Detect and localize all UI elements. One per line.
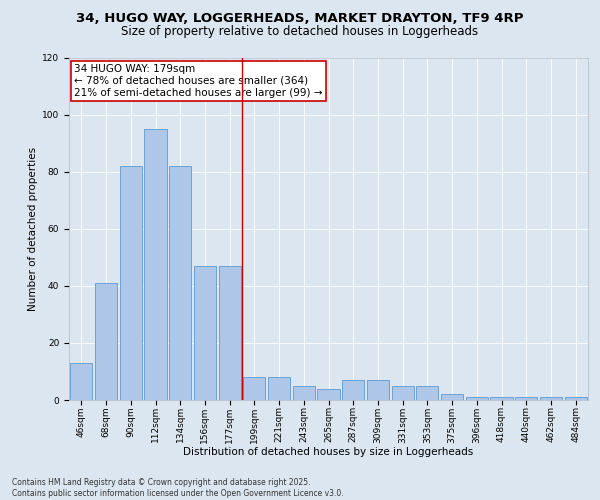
Bar: [218, 266, 241, 400]
Y-axis label: Number of detached properties: Number of detached properties: [28, 146, 38, 311]
Bar: [565, 397, 587, 400]
Bar: [293, 386, 315, 400]
Text: 34 HUGO WAY: 179sqm
← 78% of detached houses are smaller (364)
21% of semi-detac: 34 HUGO WAY: 179sqm ← 78% of detached ho…: [74, 64, 323, 98]
Text: 34, HUGO WAY, LOGGERHEADS, MARKET DRAYTON, TF9 4RP: 34, HUGO WAY, LOGGERHEADS, MARKET DRAYTO…: [76, 12, 524, 26]
Bar: [490, 397, 512, 400]
Bar: [342, 380, 364, 400]
Bar: [145, 129, 167, 400]
Bar: [317, 388, 340, 400]
X-axis label: Distribution of detached houses by size in Loggerheads: Distribution of detached houses by size …: [184, 447, 473, 457]
Bar: [392, 386, 414, 400]
Bar: [243, 377, 265, 400]
Bar: [169, 166, 191, 400]
Bar: [70, 363, 92, 400]
Bar: [515, 397, 538, 400]
Bar: [540, 397, 562, 400]
Text: Size of property relative to detached houses in Loggerheads: Size of property relative to detached ho…: [121, 25, 479, 38]
Bar: [268, 377, 290, 400]
Bar: [194, 266, 216, 400]
Bar: [441, 394, 463, 400]
Text: Contains HM Land Registry data © Crown copyright and database right 2025.
Contai: Contains HM Land Registry data © Crown c…: [12, 478, 344, 498]
Bar: [367, 380, 389, 400]
Bar: [119, 166, 142, 400]
Bar: [466, 397, 488, 400]
Bar: [95, 283, 117, 400]
Bar: [416, 386, 439, 400]
